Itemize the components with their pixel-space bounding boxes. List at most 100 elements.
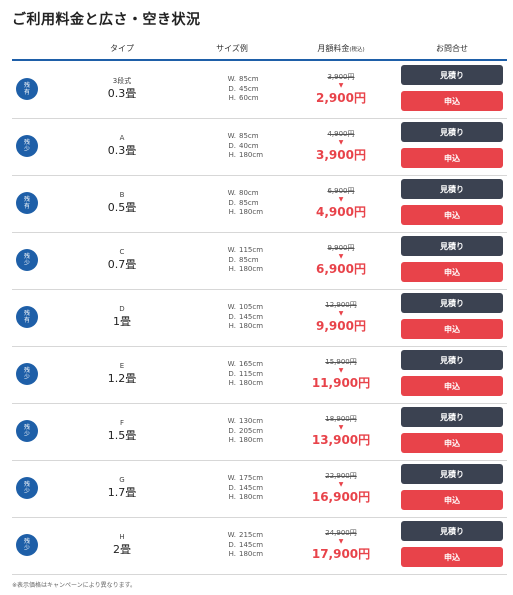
page-title: ご利用料金と広さ・空き状況 [12, 12, 201, 28]
dim-width-label: W. [227, 417, 236, 425]
dim-width: W. 175cm [223, 474, 263, 484]
dim-width-label: W. [227, 246, 236, 254]
unit-size: 0.3畳 [107, 144, 137, 157]
table-row: 残 少 A 0.3畳 W. 85cm D. 40cm H. 180cm 4,900円 … [12, 119, 507, 176]
regular-price: 22,900円 [325, 472, 357, 480]
dim-width-label: W. [227, 189, 236, 197]
dim-height-value: 180cm [239, 379, 264, 387]
badge-line-2: 少 [23, 488, 30, 495]
unit-dimensions: W. 80cm D. 85cm H. 180cm [223, 189, 263, 218]
unit-code: 3段式 [112, 77, 132, 85]
unit-dimensions: W. 175cm D. 145cm H. 180cm [223, 474, 263, 503]
unit-code: C [119, 248, 125, 256]
quote-button[interactable]: 見積り [401, 179, 503, 199]
quote-button[interactable]: 見積り [401, 236, 503, 256]
quote-button[interactable]: 見積り [401, 293, 503, 313]
quote-button[interactable]: 見積り [401, 521, 503, 541]
dim-width-label: W. [227, 75, 236, 83]
footnote: ※表示価格はキャンペーンにより異なります。 [12, 582, 137, 589]
arrow-down-icon: ▼ [338, 424, 344, 431]
campaign-price: 2,900円 [316, 91, 366, 105]
badge-line-2: 少 [23, 260, 30, 267]
unit-dimensions: W. 105cm D. 145cm H. 180cm [223, 303, 263, 332]
dim-height: H. 60cm [223, 94, 259, 104]
apply-button[interactable]: 申込 [401, 376, 503, 396]
dim-depth-value: 85cm [239, 198, 259, 207]
regular-price: 18,900円 [325, 415, 357, 423]
quote-button[interactable]: 見積り [401, 350, 503, 370]
dim-depth-label: D. [228, 312, 236, 321]
table-row: 残 有 B 0.5畳 W. 80cm D. 85cm H. 180cm 6,900円 … [12, 176, 507, 233]
header-price: 月額料金(税込) [317, 43, 364, 54]
regular-price: 6,900円 [327, 187, 355, 195]
apply-button[interactable]: 申込 [401, 148, 503, 168]
dim-height-label: H. [228, 322, 236, 330]
unit-size: 0.5畳 [107, 201, 137, 214]
dim-width: W. 85cm [223, 75, 259, 85]
unit-dimensions: W. 85cm D. 45cm H. 60cm [223, 75, 259, 104]
dim-depth: D. 85cm [223, 256, 263, 266]
unit-type: B 0.5畳 [108, 191, 137, 215]
quote-button[interactable]: 見積り [401, 407, 503, 427]
dim-depth: D. 45cm [223, 84, 259, 95]
campaign-price: 13,900円 [311, 433, 371, 447]
unit-code: F [119, 419, 125, 427]
apply-button[interactable]: 申込 [401, 205, 503, 225]
header-price-tax: (税込) [349, 47, 365, 53]
monthly-price: 12,900円 ▼ 9,900円 [316, 301, 366, 334]
apply-button[interactable]: 申込 [401, 91, 503, 111]
dim-depth: D. 145cm [223, 313, 263, 323]
unit-size: 0.3畳 [107, 87, 137, 100]
dim-height: H. 180cm [223, 151, 263, 161]
badge-line-2: 少 [23, 146, 30, 153]
campaign-price: 4,900円 [316, 205, 366, 219]
unit-code: D [119, 305, 125, 313]
badge-line-1: 残 [23, 424, 30, 431]
unit-size: 1.7畳 [107, 486, 137, 499]
dim-width-label: W. [227, 531, 236, 539]
unit-type: F 1.5畳 [108, 419, 137, 443]
unit-code: H [119, 533, 125, 541]
availability-badge: 残 有 [16, 78, 38, 100]
monthly-price: 18,900円 ▼ 13,900円 [312, 415, 370, 448]
dim-height-value: 180cm [239, 550, 264, 558]
apply-button[interactable]: 申込 [401, 262, 503, 282]
campaign-price: 11,900円 [311, 376, 371, 390]
badge-line-2: 少 [23, 545, 30, 552]
dim-depth: D. 40cm [223, 142, 263, 152]
dim-width-value: 115cm [239, 246, 264, 254]
dim-width: W. 80cm [223, 189, 263, 199]
dim-depth-value: 145cm [239, 312, 264, 321]
availability-badge: 残 少 [16, 477, 38, 499]
dim-depth-value: 115cm [239, 369, 264, 378]
apply-button[interactable]: 申込 [401, 490, 503, 510]
dim-depth-label: D. [228, 255, 236, 264]
quote-button[interactable]: 見積り [401, 464, 503, 484]
apply-button[interactable]: 申込 [401, 319, 503, 339]
dim-height: H. 180cm [223, 265, 263, 275]
dim-depth: D. 145cm [223, 541, 263, 551]
dim-width-value: 175cm [239, 474, 264, 482]
dim-width-value: 85cm [239, 75, 259, 83]
unit-type: 3段式 0.3畳 [108, 77, 137, 101]
unit-code: E [119, 362, 125, 370]
unit-type: E 1.2畳 [108, 362, 137, 386]
badge-line-1: 残 [23, 310, 30, 317]
table-header: タイプ サイズ例 月額料金(税込) お問合せ [12, 41, 507, 61]
monthly-price: 22,900円 ▼ 16,900円 [312, 472, 370, 505]
table-row: 残 少 G 1.7畳 W. 175cm D. 145cm H. 180cm 22,90… [12, 461, 507, 518]
dim-depth-value: 45cm [239, 84, 259, 93]
regular-price: 3,900円 [327, 73, 355, 81]
header-size: サイズ例 [216, 44, 248, 53]
monthly-price: 15,900円 ▼ 11,900円 [312, 358, 370, 391]
apply-button[interactable]: 申込 [401, 433, 503, 453]
unit-code: A [119, 134, 125, 142]
quote-button[interactable]: 見積り [401, 65, 503, 85]
dim-height-value: 180cm [239, 436, 264, 444]
unit-size: 1畳 [113, 315, 131, 328]
dim-depth-value: 145cm [239, 540, 264, 549]
dim-width: W. 165cm [223, 360, 263, 370]
apply-button[interactable]: 申込 [401, 547, 503, 567]
unit-dimensions: W. 165cm D. 115cm H. 180cm [223, 360, 263, 389]
quote-button[interactable]: 見積り [401, 122, 503, 142]
